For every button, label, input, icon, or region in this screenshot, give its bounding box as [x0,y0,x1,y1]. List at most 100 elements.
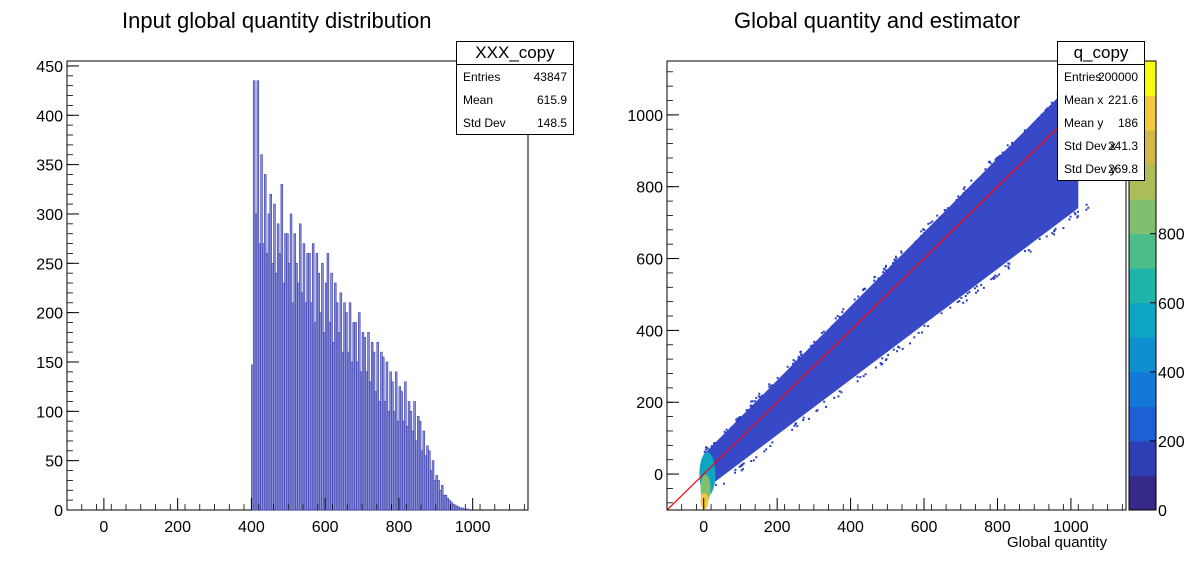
y-tick-label: 0 [54,503,63,520]
scatter-point [1011,141,1014,144]
y-tick-label: 200 [636,395,663,412]
right-stats-row: Entries 200000 [1058,65,1144,88]
scatter-point [752,459,755,462]
scatter-point [965,299,968,302]
scatter-point [841,311,844,314]
scatter-density-band [703,76,1079,491]
scatter-point [1046,107,1049,110]
y-tick-label: 200 [36,306,63,323]
scatter-point [730,426,733,429]
scatter-point [949,306,952,309]
scatter-point [791,362,794,365]
scatter-point [771,441,774,444]
scatter-point [770,384,773,387]
scatter-point [837,395,840,398]
y-tick-label: 50 [45,454,63,471]
left-stats-row: Mean 615.9 [457,88,573,111]
scatter-point [1023,129,1026,132]
stat-label: Entries [1064,70,1102,84]
scatter-point [990,278,993,281]
stat-label: Std Dev y [1064,162,1117,176]
scatter-point [900,250,903,253]
scatter-point [750,400,753,403]
scatter-point [976,289,979,292]
scatter-point [887,354,890,357]
left-stats-box: XXX_copy Entries 43847 Mean 615.9 Std Dev 1… [456,41,574,135]
scatter-point [836,315,839,318]
scatter-point [768,383,771,386]
scatter-point [964,189,967,192]
colorbar-segment [1129,337,1156,373]
scatter-point [984,168,987,171]
histogram-bar [466,508,470,511]
scatter-point [749,404,752,407]
scatter-point [1085,208,1088,211]
scatter-point [763,450,766,453]
scatter-point [1049,105,1052,108]
scatter-point [927,325,930,328]
stat-label: Std Dev [463,116,506,130]
scatter-point [929,221,932,224]
scatter-point [998,273,1001,276]
scatter-point [943,209,946,212]
scatter-point [793,424,796,427]
scatter-point [1036,118,1039,121]
scatter-point [706,447,709,450]
scatter-point [1050,101,1053,104]
stat-value: 200000 [1097,70,1138,84]
scatter-point [884,359,887,362]
scatter-point [1023,131,1026,134]
scatter-point [998,155,1001,158]
y-tick-label: 100 [36,404,63,421]
scatter-point [955,199,958,202]
scatter-point [820,331,823,334]
scatter-point [1007,265,1010,268]
right-stats-row: Std Dev x 241.3 [1058,134,1144,157]
x-tick-label: 600 [911,519,938,536]
scatter-point [856,375,859,378]
scatter-point [936,214,939,217]
x-tick-label: 1000 [1053,519,1089,536]
scatter-point [879,361,882,364]
scatter-point [898,346,901,349]
y-tick-label: 0 [654,467,663,484]
right-stats-row: Mean y 186 [1058,111,1144,134]
scatter-point [1053,233,1056,236]
scatter-point [913,336,916,339]
scatter-point [957,195,960,198]
scatter-point [834,317,837,320]
scatter-point [799,350,802,353]
scatter-point [771,384,774,387]
scatter-point [996,275,999,278]
scatter-point [842,308,845,311]
scatter-point [958,196,961,199]
scatter-point [881,357,884,360]
scatter-point [735,420,738,423]
scatter-point [735,418,738,421]
scatter-point [863,287,866,290]
scatter-point [758,392,761,395]
scatter-point [734,471,737,474]
scatter-point [753,400,756,403]
scatter-point [877,279,880,282]
colorbar-tick-label: 400 [1158,365,1185,382]
scatter-point [738,465,741,468]
scatter-point [862,375,865,378]
y-tick-label: 250 [36,256,63,273]
x-tick-label: 1000 [455,519,491,536]
scatter-point [927,222,930,225]
scatter-point [1053,229,1056,232]
scatter-point [884,266,887,269]
stat-value: 43847 [533,70,567,84]
scatter-point [1069,215,1072,218]
scatter-point [1012,142,1015,145]
scatter-point [756,401,759,404]
scatter-point [856,380,859,383]
stat-label: Mean [463,93,494,107]
scatter-point [966,292,969,295]
scatter-point [747,409,750,412]
scatter-point [962,187,965,190]
scatter-point [741,463,744,466]
scatter-point [742,462,745,465]
y-tick-label: 300 [36,207,63,224]
